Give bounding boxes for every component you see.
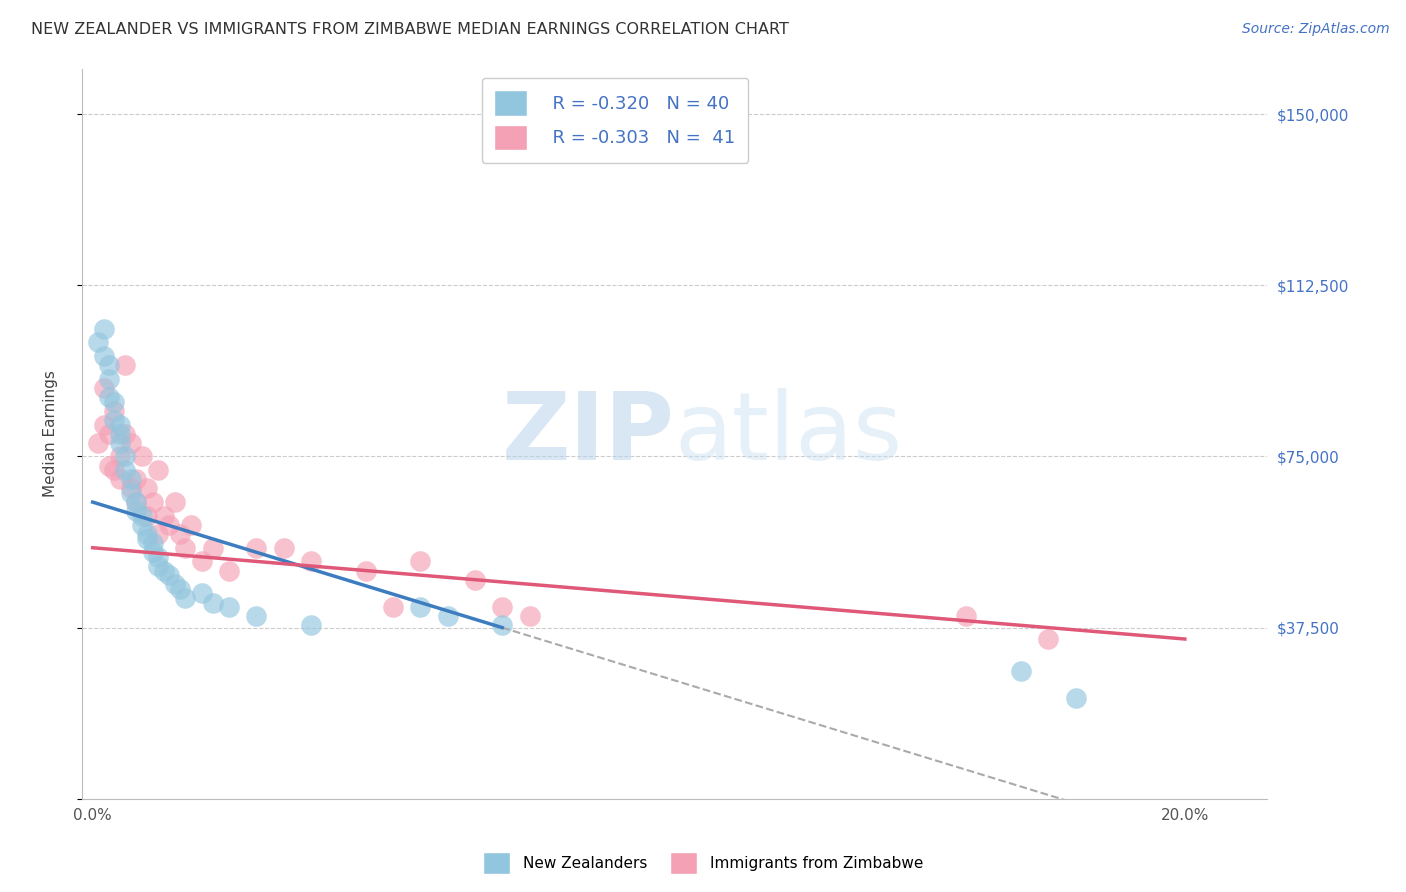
Point <box>125 472 148 486</box>
Point <box>108 472 131 486</box>
Point <box>169 527 191 541</box>
Point <box>131 508 153 523</box>
Point <box>245 609 267 624</box>
Point <box>519 609 541 624</box>
Text: Source: ZipAtlas.com: Source: ZipAtlas.com <box>1241 22 1389 37</box>
Point <box>148 549 170 564</box>
Point <box>136 527 159 541</box>
Point <box>93 349 115 363</box>
Point <box>87 435 110 450</box>
Point <box>125 495 148 509</box>
Point <box>114 358 136 372</box>
Point <box>169 582 191 596</box>
Legend: New Zealanders, Immigrants from Zimbabwe: New Zealanders, Immigrants from Zimbabwe <box>477 846 929 880</box>
Point <box>98 358 121 372</box>
Point <box>180 517 202 532</box>
Text: NEW ZEALANDER VS IMMIGRANTS FROM ZIMBABWE MEDIAN EARNINGS CORRELATION CHART: NEW ZEALANDER VS IMMIGRANTS FROM ZIMBABW… <box>31 22 789 37</box>
Point <box>148 463 170 477</box>
Point <box>436 609 458 624</box>
Point <box>245 541 267 555</box>
Point <box>163 577 186 591</box>
Legend:   R = -0.320   N = 40,   R = -0.303   N =  41: R = -0.320 N = 40, R = -0.303 N = 41 <box>482 78 748 163</box>
Point <box>131 450 153 464</box>
Point <box>120 482 142 496</box>
Point <box>125 504 148 518</box>
Point <box>114 450 136 464</box>
Point <box>87 335 110 350</box>
Point <box>108 417 131 432</box>
Point <box>103 404 125 418</box>
Point <box>152 508 174 523</box>
Y-axis label: Median Earnings: Median Earnings <box>44 370 58 497</box>
Point <box>108 435 131 450</box>
Point <box>93 381 115 395</box>
Point <box>136 508 159 523</box>
Point <box>103 413 125 427</box>
Point <box>955 609 977 624</box>
Point <box>409 554 432 568</box>
Point <box>120 486 142 500</box>
Point <box>93 417 115 432</box>
Point <box>114 426 136 441</box>
Point <box>157 568 180 582</box>
Point <box>98 458 121 473</box>
Point <box>174 591 197 605</box>
Point <box>103 463 125 477</box>
Point <box>125 495 148 509</box>
Point <box>103 394 125 409</box>
Point <box>142 545 165 559</box>
Point <box>354 564 377 578</box>
Point <box>114 463 136 477</box>
Point <box>120 435 142 450</box>
Point <box>464 573 486 587</box>
Point <box>93 321 115 335</box>
Point <box>174 541 197 555</box>
Point <box>163 495 186 509</box>
Text: atlas: atlas <box>675 388 903 480</box>
Point <box>98 390 121 404</box>
Point <box>152 564 174 578</box>
Point <box>148 559 170 574</box>
Point <box>157 517 180 532</box>
Point <box>1038 632 1060 646</box>
Point <box>191 554 214 568</box>
Text: ZIP: ZIP <box>502 388 675 480</box>
Point <box>273 541 295 555</box>
Point <box>108 450 131 464</box>
Point <box>218 600 240 615</box>
Point <box>491 600 513 615</box>
Point <box>409 600 432 615</box>
Point <box>131 517 153 532</box>
Point <box>1010 664 1032 678</box>
Point <box>108 426 131 441</box>
Point <box>299 554 322 568</box>
Point <box>191 586 214 600</box>
Point <box>136 532 159 546</box>
Point <box>120 472 142 486</box>
Point <box>142 536 165 550</box>
Point <box>136 482 159 496</box>
Point <box>98 372 121 386</box>
Point <box>1064 691 1087 706</box>
Point <box>382 600 405 615</box>
Point <box>148 527 170 541</box>
Point <box>142 495 165 509</box>
Point <box>491 618 513 632</box>
Point <box>201 595 224 609</box>
Point <box>218 564 240 578</box>
Point <box>98 426 121 441</box>
Point <box>201 541 224 555</box>
Point <box>299 618 322 632</box>
